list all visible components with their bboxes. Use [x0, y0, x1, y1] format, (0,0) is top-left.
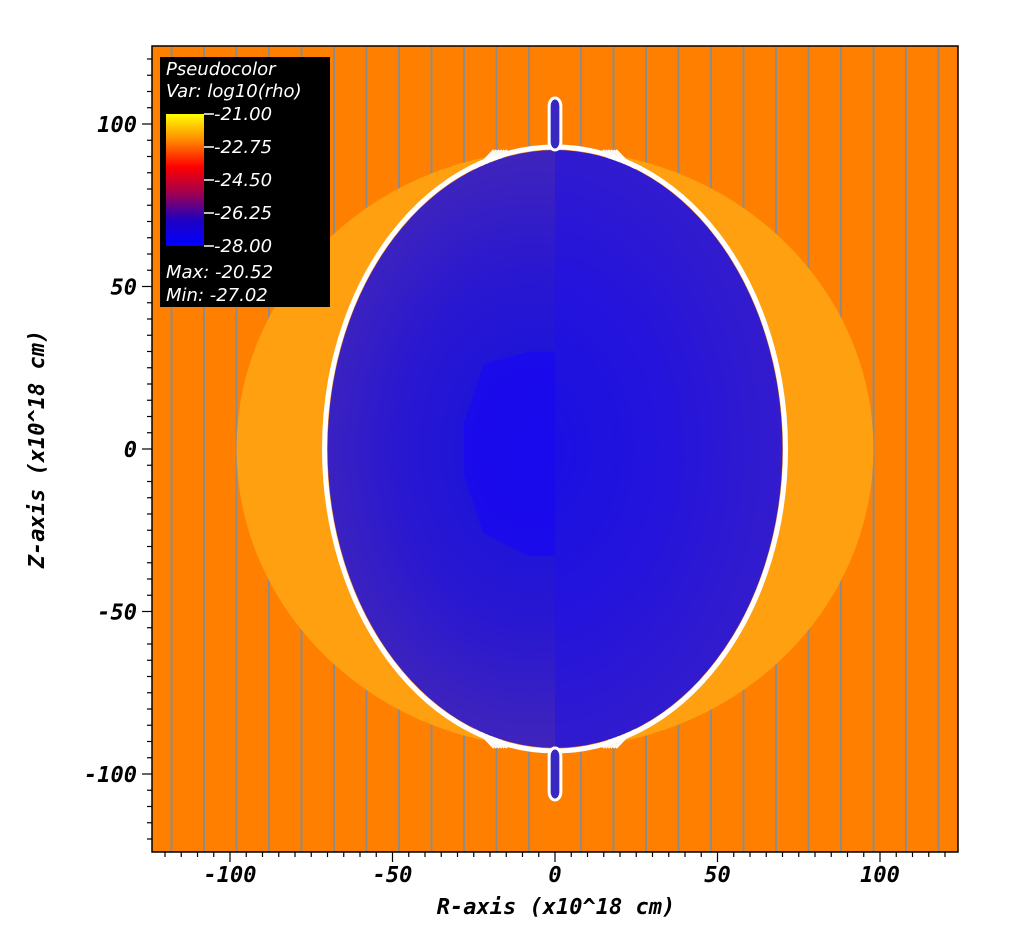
x-tick-label: -100 [204, 863, 257, 888]
y-tick-label: -100 [84, 763, 137, 788]
y-axis-title: Z-axis (x10^18 cm) [25, 330, 50, 569]
y-tick-label: 100 [97, 113, 137, 138]
legend-level-label: -21.00 [214, 104, 272, 125]
cavity-right-half [555, 150, 783, 748]
x-tick-label: 0 [548, 863, 561, 888]
legend-title: Pseudocolor [166, 59, 277, 80]
x-axis-ticks: -100 -50 0 50 100 [164, 852, 946, 888]
legend-max: Max: -20.52 [166, 262, 273, 283]
legend-colorbar [166, 114, 204, 246]
legend-level-label: -28.00 [214, 236, 272, 257]
legend-levels: -21.00 -22.75 -24.50 -26.25 -28.00 [204, 104, 272, 257]
x-tick-label: -50 [373, 863, 413, 888]
legend-min: Min: -27.02 [166, 285, 268, 306]
x-tick-label: 100 [860, 863, 900, 888]
jet-bottom [547, 746, 563, 802]
legend-variable: Var: log10(rho) [166, 81, 302, 102]
cavity-core [464, 351, 555, 557]
plot-area [152, 46, 958, 852]
legend-level-label: -26.25 [214, 203, 272, 224]
jet-top [547, 96, 563, 152]
legend-level-label: -24.50 [214, 170, 272, 191]
legend: Pseudocolor Var: log10(rho) -21.00 -22.75… [160, 57, 330, 307]
x-tick-label: 50 [704, 863, 731, 888]
x-axis-title: R-axis (x10^18 cm) [437, 895, 675, 920]
y-axis-ticks: 100 50 0 -50 -100 [84, 58, 152, 840]
y-tick-label: -50 [97, 601, 137, 626]
y-tick-label: 50 [111, 276, 138, 301]
y-tick-label: 0 [124, 438, 137, 463]
legend-level-label: -22.75 [214, 137, 272, 158]
